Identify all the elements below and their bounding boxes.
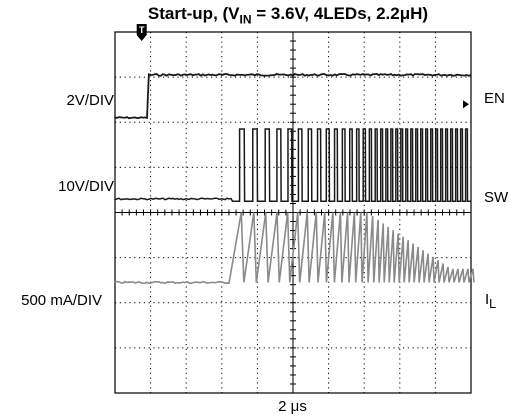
- en-ground-marker: [463, 100, 469, 109]
- il-trace: [114, 212, 475, 285]
- il-subscript: L: [489, 297, 497, 311]
- timebase-label: 2 μs: [278, 398, 307, 415]
- trigger-marker: T: [136, 24, 147, 41]
- trigger-marker-shape: [136, 24, 147, 41]
- en-scale-label: 2V/DIV: [66, 92, 114, 109]
- en-trace: [114, 72, 472, 120]
- title-subscript: IN: [239, 12, 252, 27]
- il-scale-label: 500 mA/DIV: [21, 292, 102, 309]
- il-name: I: [485, 291, 490, 308]
- en-channel-label: EN: [484, 90, 505, 107]
- title-prefix: Start-up, (V: [147, 4, 240, 23]
- sw-scale-label: 10V/DIV: [58, 178, 114, 195]
- sw-trace: [114, 128, 471, 202]
- sw-channel-label: SW: [484, 189, 509, 206]
- title-suffix: = 3.6V, 4LEDs, 2.2μH): [251, 4, 429, 23]
- il-channel-label: IL: [485, 291, 496, 311]
- trigger-marker-label: T: [139, 25, 145, 35]
- chart-title: Start-up, (VIN = 3.6V, 4LEDs, 2.2μH): [108, 4, 468, 26]
